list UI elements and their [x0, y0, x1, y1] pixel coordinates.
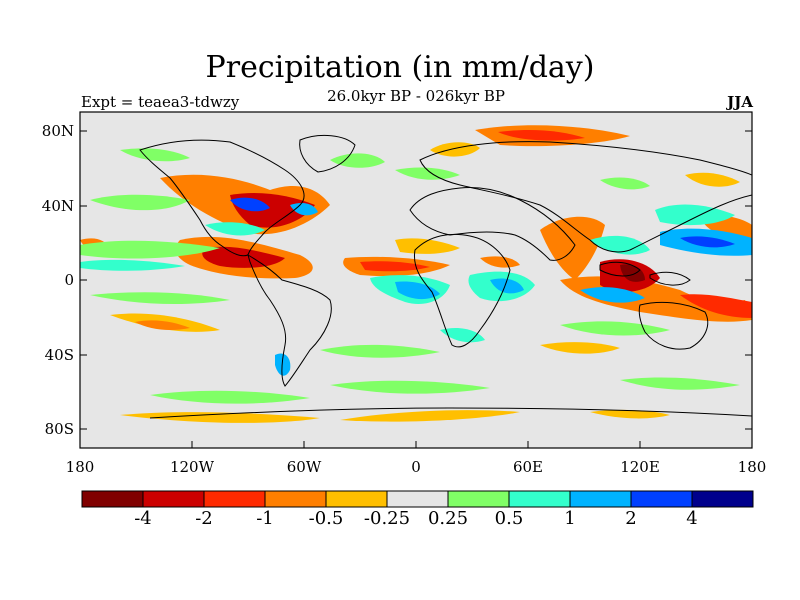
experiment-label: Expt = teaea3-tdwzy	[81, 93, 240, 111]
x-tick-label: 60E	[512, 458, 544, 476]
colorbar-label: 1	[564, 508, 576, 529]
map-subtitle: 26.0kyr BP - 026kyr BP	[327, 87, 505, 105]
y-tick-label: 80N	[41, 122, 74, 140]
colorbar-swatch	[264, 490, 327, 508]
colorbar-label: -4	[134, 508, 152, 529]
x-tick-label: 180	[737, 458, 767, 476]
colorbar-swatch	[325, 490, 388, 508]
colorbar-swatch	[81, 490, 144, 508]
colorbar-label: -1	[256, 508, 274, 529]
colorbar-label: 2	[625, 508, 637, 529]
colorbar-label: -2	[195, 508, 213, 529]
colorbar-swatch	[691, 490, 754, 508]
x-tick-label: 0	[411, 458, 421, 476]
coastlines	[139, 134, 752, 419]
colorbar-label: 4	[686, 508, 698, 529]
precip-anomaly-field	[80, 125, 752, 423]
y-tick-label: 80S	[44, 420, 74, 438]
colorbar-swatch	[386, 490, 449, 508]
colorbar-label: -0.5	[308, 508, 344, 529]
colorbar	[81, 490, 754, 508]
x-tick-label: 120E	[620, 458, 660, 476]
colorbar-swatch	[447, 490, 510, 508]
colorbar-swatch	[508, 490, 571, 508]
colorbar-label: 0.5	[494, 508, 524, 529]
colorbar-swatch	[630, 490, 693, 508]
colorbar-swatch	[569, 490, 632, 508]
season-label: JJA	[727, 93, 753, 111]
colorbar-label: -0.25	[363, 508, 411, 529]
y-tick-label: 40S	[44, 346, 74, 364]
y-tick-label: 0	[64, 271, 74, 289]
axis-ticks	[79, 130, 753, 448]
colorbar-label: 0.25	[427, 508, 469, 529]
y-tick-label: 40N	[41, 197, 74, 215]
map-title: Precipitation (in mm/day)	[205, 50, 595, 85]
x-tick-label: 120W	[169, 458, 215, 476]
x-tick-label: 60W	[286, 458, 322, 476]
colorbar-swatch	[142, 490, 205, 508]
colorbar-swatch	[203, 490, 266, 508]
x-tick-label: 180	[65, 458, 95, 476]
